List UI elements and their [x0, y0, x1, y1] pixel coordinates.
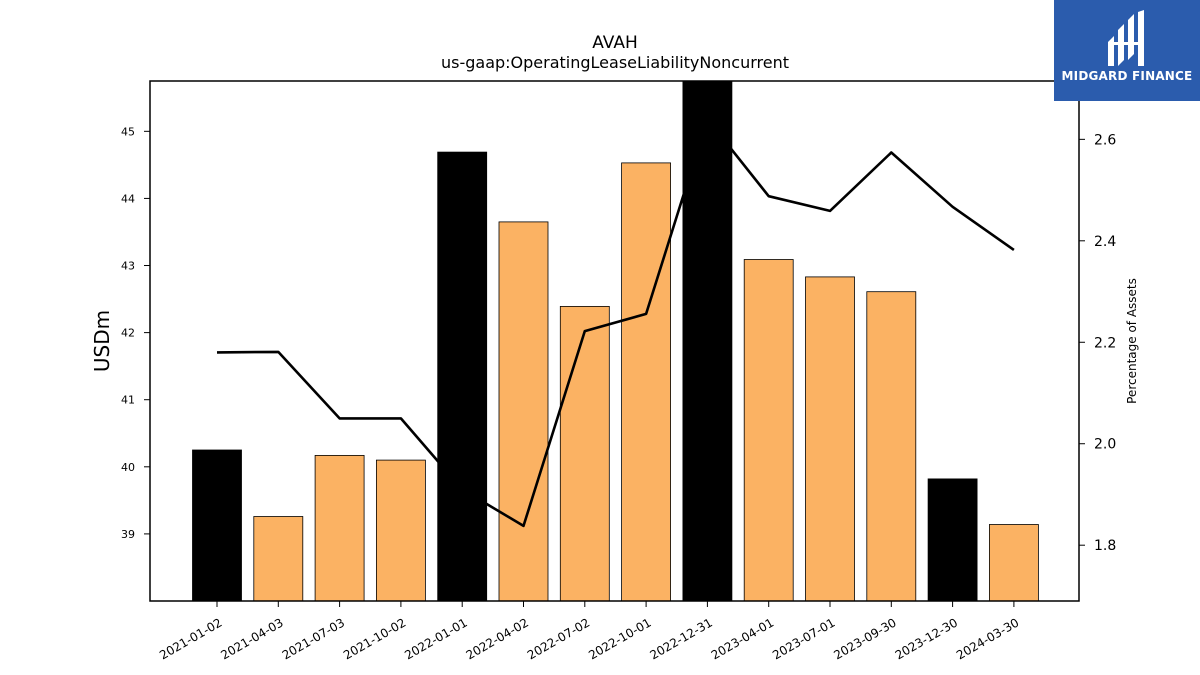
x-tick-label: 2023-09-30	[831, 615, 898, 662]
y-axis: 39 40 41 42 43 44 45	[121, 125, 150, 541]
y2-tick-label: 2.0	[1094, 437, 1116, 453]
x-axis: 2021-01-022021-04-032021-07-032021-10-02…	[157, 601, 1021, 662]
y-tick-label: 40	[121, 461, 135, 474]
y-tick-label: 41	[121, 394, 135, 407]
y2-tick-label: 2.2	[1094, 335, 1116, 351]
y-tick-label: 44	[121, 192, 135, 205]
x-tick-label: 2023-12-30	[893, 615, 960, 662]
chart-subtitle: us-gaap:OperatingLeaseLiabilityNoncurren…	[441, 53, 789, 72]
y-tick-label: 39	[121, 528, 135, 541]
line-group	[216, 117, 1015, 528]
bar-2023-04-01	[743, 259, 794, 602]
y2-tick-label: 2.4	[1094, 234, 1116, 250]
logo-text: MIDGARD FINANCE	[1061, 69, 1193, 83]
bar-2022-07-02	[559, 305, 610, 602]
x-tick-label: 2024-03-30	[954, 615, 1021, 662]
bar-2022-04-02	[498, 221, 549, 602]
x-tick-label: 2021-07-03	[280, 615, 347, 662]
percentage-line	[216, 117, 1015, 528]
x-tick-label: 2021-01-02	[157, 615, 224, 662]
bar-2023-07-01	[805, 276, 855, 602]
bar-2023-12-30	[927, 478, 978, 602]
bar-2022-01-01	[437, 151, 488, 602]
y2-tick-label: 2.6	[1094, 132, 1116, 148]
y-tick-label: 45	[121, 125, 135, 138]
logo-mark-icon	[1108, 10, 1144, 66]
bar-2022-10-01	[621, 162, 671, 602]
x-tick-label: 2023-04-01	[709, 615, 776, 662]
x-tick-label: 2022-04-02	[464, 615, 531, 662]
y2-tick-label: 1.8	[1094, 538, 1116, 554]
x-tick-label: 2022-01-01	[402, 615, 469, 662]
bar-2021-04-03	[253, 516, 304, 602]
y-tick-label: 43	[121, 260, 135, 273]
x-tick-label: 2022-07-02	[525, 615, 592, 662]
bar-2024-03-30	[989, 524, 1039, 602]
x-tick-label: 2021-04-03	[218, 615, 285, 662]
y-tick-label: 42	[121, 327, 135, 340]
brand-logo: MIDGARD FINANCE	[1054, 0, 1200, 101]
y2-axis-label: Percentage of Assets	[1125, 278, 1139, 404]
x-tick-label: 2021-10-02	[341, 615, 408, 662]
x-tick-label: 2022-10-01	[586, 615, 653, 662]
bar-2023-09-30	[866, 291, 917, 602]
bar-2021-10-02	[375, 459, 426, 602]
bar-2022-12-31	[682, 80, 733, 602]
x-tick-label: 2022-12-31	[647, 615, 714, 662]
y-axis-label: USDm	[90, 310, 114, 372]
x-tick-label: 2023-07-01	[770, 615, 837, 662]
bar-2021-07-03	[314, 454, 365, 602]
y2-axis: 1.8 2.0 2.2 2.4 2.6	[1079, 132, 1116, 554]
bar-2021-01-02	[192, 449, 242, 602]
bar-group	[192, 80, 1039, 602]
plot-frame	[149, 80, 1080, 602]
chart-title: AVAH	[592, 33, 638, 53]
